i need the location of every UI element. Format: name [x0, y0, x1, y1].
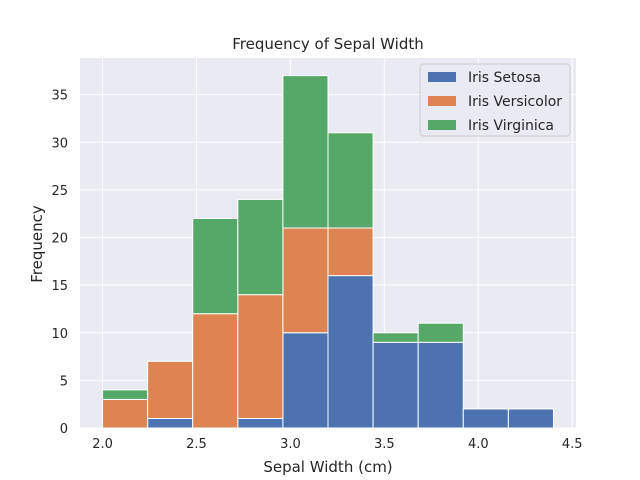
bar-series-2-bin-2 [192, 217, 239, 315]
x-tick-label: 3.0 [280, 437, 301, 452]
bars-group [102, 75, 554, 429]
bar-series-1-bin-1 [147, 360, 194, 419]
x-tick-label: 2.5 [186, 437, 207, 452]
y-tick-label: 25 [51, 184, 68, 199]
bar-series-1-bin-2 [192, 313, 239, 429]
x-tick-label: 2.0 [92, 437, 113, 452]
y-axis-ticks: 0 5 10 15 20 25 30 35 [51, 89, 68, 437]
legend-label-0: Iris Setosa [468, 70, 541, 86]
x-axis-ticks: 2.0 2.5 3.0 3.5 4.0 4.5 [92, 437, 582, 452]
x-tick-label: 3.5 [374, 437, 395, 452]
legend-label-1: Iris Versicolor [468, 94, 562, 110]
bar-series-0-bin-8 [462, 408, 509, 429]
legend: Iris Setosa Iris Versicolor Iris Virginica [419, 63, 571, 137]
bar-series-1-bin-4 [282, 227, 329, 334]
bar-series-2-bin-0 [102, 389, 149, 400]
bar-series-2-bin-6 [372, 332, 419, 343]
y-tick-label: 5 [60, 374, 68, 389]
y-tick-label: 30 [51, 136, 68, 151]
bar-series-1-bin-5 [327, 227, 374, 277]
x-tick-label: 4.0 [468, 437, 489, 452]
bar-series-2-bin-4 [282, 75, 329, 229]
x-tick-label: 4.5 [562, 437, 583, 452]
bar-series-2-bin-3 [237, 198, 284, 296]
y-axis-label: Frequency [28, 205, 46, 283]
bar-series-2-bin-5 [327, 132, 374, 229]
legend-swatch-1 [428, 96, 456, 106]
bar-series-0-bin-6 [372, 341, 419, 429]
bar-series-1-bin-3 [237, 294, 284, 419]
legend-swatch-2 [428, 120, 456, 130]
y-tick-label: 15 [51, 279, 68, 294]
chart-title: Frequency of Sepal Width [232, 35, 423, 53]
y-tick-label: 10 [51, 327, 68, 342]
y-tick-label: 35 [51, 89, 68, 104]
bar-series-1-bin-0 [102, 398, 149, 429]
bar-series-0-bin-9 [507, 408, 554, 429]
legend-swatch-0 [428, 72, 456, 82]
x-axis-label: Sepal Width (cm) [263, 458, 392, 476]
bar-series-0-bin-4 [282, 332, 329, 429]
legend-box [419, 63, 571, 137]
bar-series-0-bin-1 [147, 417, 194, 429]
bar-series-2-bin-7 [417, 322, 464, 343]
y-tick-label: 0 [60, 422, 68, 437]
legend-label-2: Iris Virginica [468, 118, 554, 134]
y-tick-label: 20 [51, 232, 68, 247]
bar-series-0-bin-3 [237, 417, 284, 429]
bar-series-0-bin-5 [327, 275, 374, 429]
bar-series-0-bin-7 [417, 341, 464, 429]
